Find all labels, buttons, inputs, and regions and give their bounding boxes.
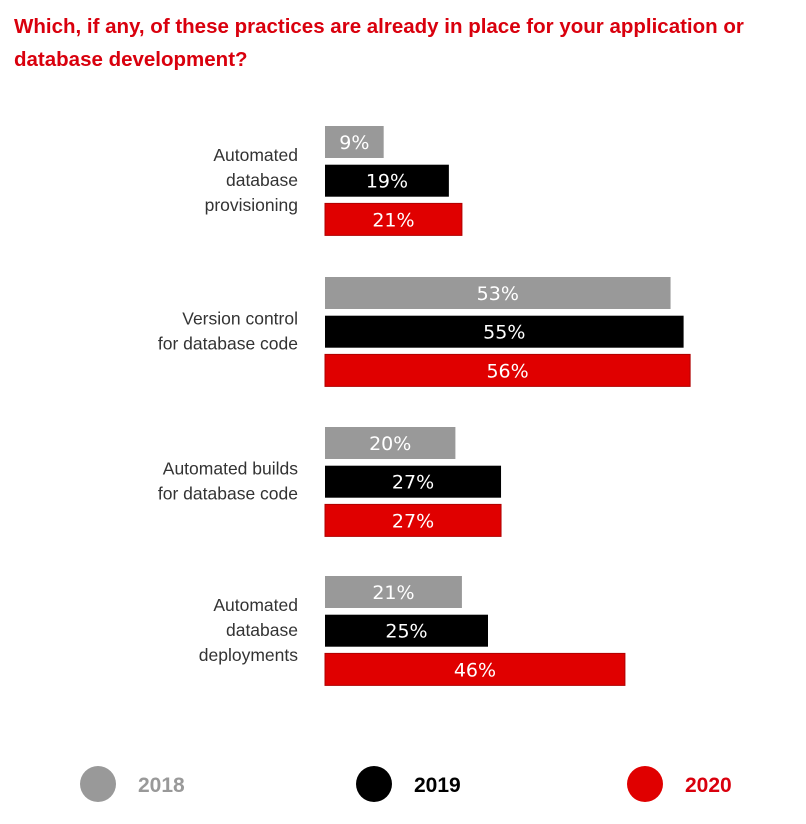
category-label: for database code: [158, 334, 298, 354]
category-label: database: [226, 620, 298, 640]
legend-label: 2019: [414, 774, 461, 797]
data-label: 56%: [486, 360, 528, 382]
bar-2019: [325, 315, 684, 348]
bar-2020: [324, 353, 691, 387]
bar-2020: [324, 652, 626, 686]
bar-2018: [325, 576, 462, 608]
bar-2019: [325, 164, 449, 197]
category-label: Automated builds: [163, 459, 298, 479]
data-label: 27%: [392, 510, 434, 532]
data-label: 46%: [454, 659, 496, 681]
bar-2019: [325, 614, 488, 647]
bar-2018: [325, 427, 456, 459]
bar-2020: [324, 503, 502, 537]
data-label: 9%: [339, 132, 369, 154]
category-label: for database code: [158, 484, 298, 504]
category-label: provisioning: [205, 195, 298, 215]
data-label: 27%: [392, 472, 434, 494]
data-label: 21%: [372, 209, 414, 231]
legend-label: 2018: [138, 774, 185, 797]
data-label: 53%: [477, 283, 519, 305]
legend-marker-2018: [80, 766, 116, 802]
bar-2020: [324, 202, 463, 236]
data-label: 20%: [369, 433, 411, 455]
data-label: 55%: [483, 322, 525, 344]
data-label: 19%: [366, 171, 408, 193]
legend-label: 2020: [685, 774, 732, 797]
category-label: deployments: [199, 645, 298, 665]
category-label: Version control: [182, 309, 298, 329]
bar-2019: [325, 465, 502, 498]
category-label: database: [226, 170, 298, 190]
data-label: 25%: [385, 621, 427, 643]
bar-2018: [325, 277, 671, 309]
data-label: 21%: [372, 582, 414, 604]
bar-2018: [325, 126, 384, 158]
legend-marker-2020: [627, 766, 663, 802]
chart-title: Which, if any, of these practices are al…: [14, 15, 744, 71]
category-label: Automated: [213, 595, 298, 615]
category-label: Automated: [213, 145, 298, 165]
legend-marker-2019: [356, 766, 392, 802]
